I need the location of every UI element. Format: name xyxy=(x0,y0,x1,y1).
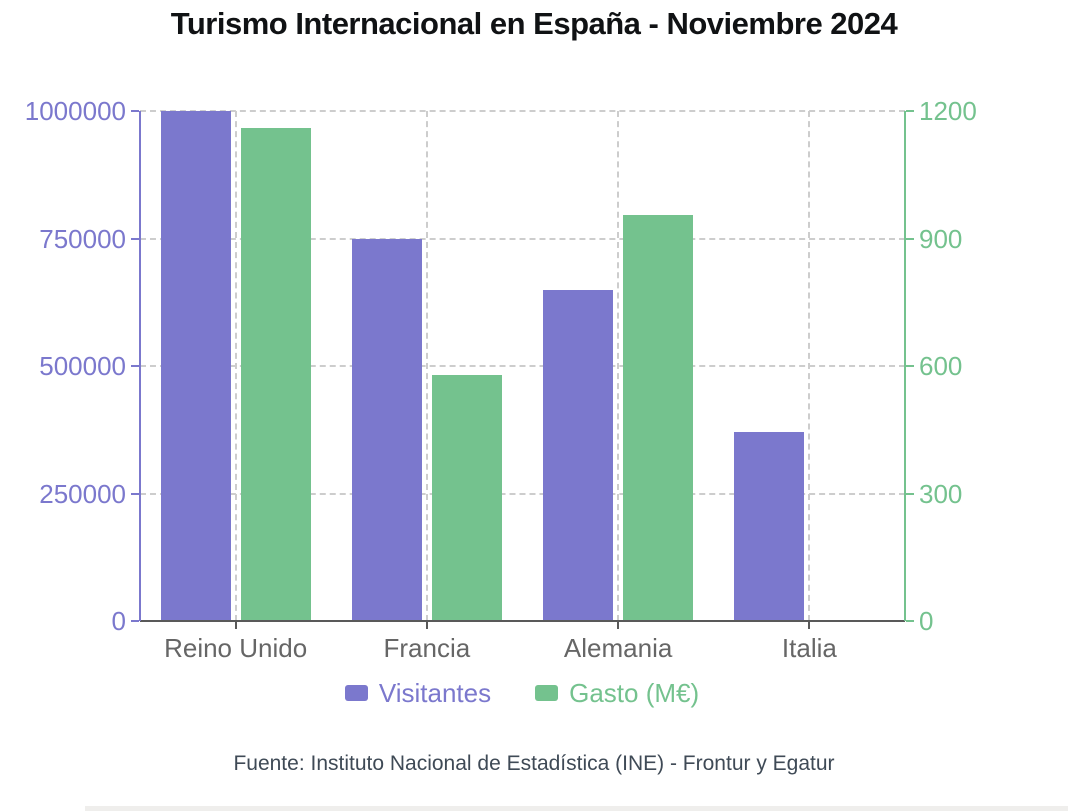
x-axis-tick xyxy=(425,622,428,629)
y-axis-left-line xyxy=(139,111,141,621)
chart-title: Turismo Internacional en España - Noviem… xyxy=(170,6,898,41)
y-axis-left-tick xyxy=(131,365,139,367)
gridline-vertical xyxy=(234,111,237,621)
gridline-horizontal xyxy=(140,110,905,112)
bar-gasto-m-francia[interactable] xyxy=(431,374,502,621)
y-axis-right-label: 0 xyxy=(919,606,934,636)
y-axis-right-tick xyxy=(906,237,914,240)
y-axis-left-tick xyxy=(131,620,139,622)
y-axis-left-tick xyxy=(131,237,139,240)
x-axis-tick xyxy=(617,622,620,629)
y-axis-right-line xyxy=(904,111,906,621)
source-note: Fuente: Instituto Nacional de Estadístic… xyxy=(233,752,835,775)
y-axis-right-tick xyxy=(906,492,914,495)
legend-swatch-visitantes-icon xyxy=(344,685,368,701)
x-axis-tick xyxy=(808,622,811,629)
gridline-horizontal xyxy=(140,237,905,240)
bottom-edge-strip xyxy=(85,806,1068,811)
y-axis-right-tick xyxy=(906,365,914,367)
gridline-horizontal xyxy=(140,365,905,367)
y-axis-left-label: 250000 xyxy=(39,478,126,509)
gridline-vertical xyxy=(808,111,811,621)
chart-legend: Visitantes Gasto (M€) xyxy=(0,676,1044,710)
x-axis-label-francia: Francia xyxy=(383,633,471,663)
x-axis-tick xyxy=(234,622,237,629)
bar-visitantes-francia[interactable] xyxy=(351,238,422,621)
bar-gasto-m-reino-unido[interactable] xyxy=(240,128,311,621)
y-axis-right-tick xyxy=(906,110,914,112)
gridline-horizontal xyxy=(140,492,905,495)
x-axis-line xyxy=(140,620,905,622)
y-axis-left-label: 500000 xyxy=(39,351,126,381)
y-axis-right-label: 300 xyxy=(919,478,963,509)
bar-gasto-m-alemania[interactable] xyxy=(623,215,694,621)
legend-swatch-gasto-icon xyxy=(535,685,559,701)
bar-visitantes-italia[interactable] xyxy=(734,432,805,621)
y-axis-left-label: 750000 xyxy=(39,223,126,254)
legend-item-visitantes[interactable]: Visitantes xyxy=(344,677,492,709)
y-axis-right-tick xyxy=(906,620,914,622)
y-axis-right-label: 600 xyxy=(919,351,963,381)
y-axis-left-tick xyxy=(131,492,139,495)
y-axis-left-tick xyxy=(131,110,139,112)
x-axis-label-alemania: Alemania xyxy=(563,633,673,663)
bar-visitantes-reino-unido[interactable] xyxy=(160,111,231,621)
bar-visitantes-alemania[interactable] xyxy=(543,289,614,621)
y-axis-right-label: 1200 xyxy=(919,96,977,126)
x-axis-label-reino-unido: Reino Unido xyxy=(164,633,308,663)
legend-label-gasto: Gasto (M€) xyxy=(569,677,700,708)
legend-label-visitantes: Visitantes xyxy=(378,677,492,708)
y-axis-right-label: 900 xyxy=(919,223,963,254)
legend-item-gasto[interactable]: Gasto (M€) xyxy=(535,678,699,709)
y-axis-left-label: 1000000 xyxy=(24,96,126,126)
gridline-vertical xyxy=(425,111,428,621)
x-axis-label-italia: Italia xyxy=(781,633,837,663)
gridline-vertical xyxy=(617,111,620,621)
y-axis-left-label: 0 xyxy=(111,606,126,636)
